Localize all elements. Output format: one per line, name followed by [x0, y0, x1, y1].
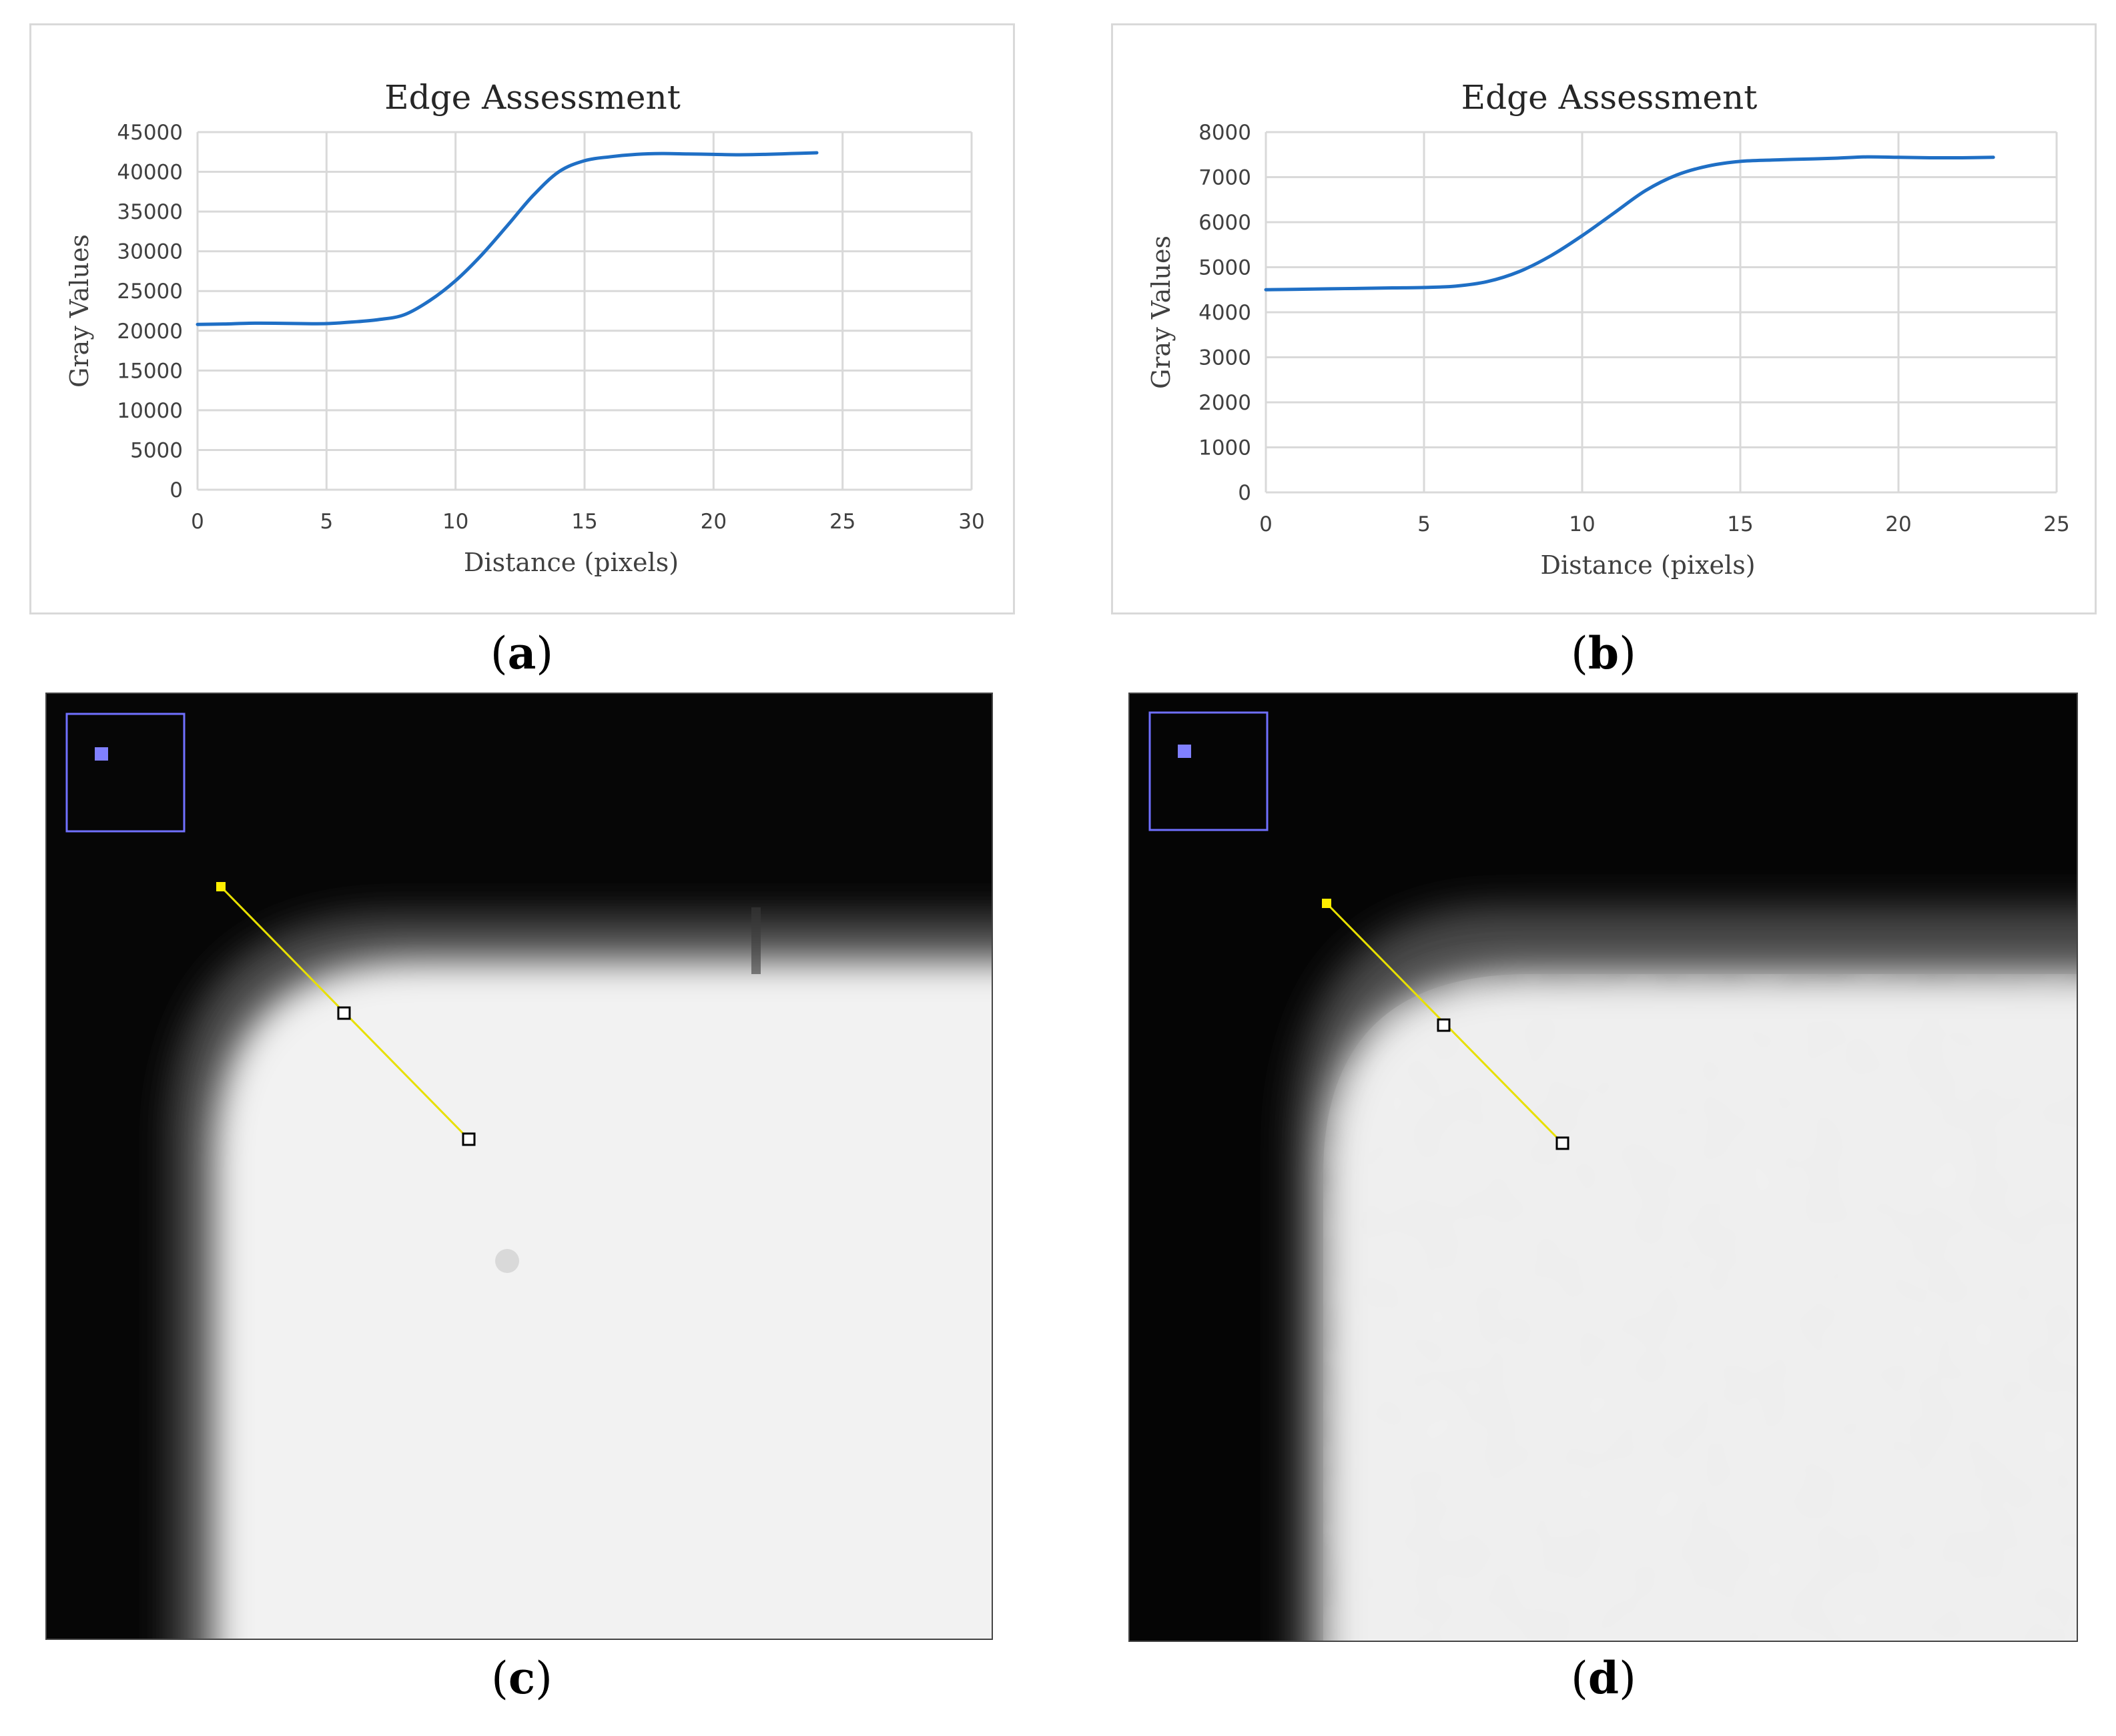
y-tick-label: 6000: [1198, 211, 1251, 235]
y-axis-label: Gray Values: [65, 234, 94, 388]
caption-b: (b): [1571, 627, 1636, 679]
image-c-svg: [47, 694, 992, 1639]
caption-d-letter: d: [1588, 1652, 1620, 1704]
profile-start-handle-d[interactable]: [1322, 899, 1331, 908]
image-d-svg: [1130, 694, 2077, 1641]
y-tick-label: 20000: [117, 320, 183, 344]
y-tick-label: 0: [1238, 481, 1251, 505]
y-tick-label: 40000: [117, 161, 183, 185]
y-tick-label: 30000: [117, 240, 183, 264]
profile-end-handle-c[interactable]: [462, 1132, 476, 1146]
x-tick-label: 20: [1885, 512, 1911, 536]
x-tick-label: 5: [1417, 512, 1431, 536]
y-tick-label: 5000: [130, 438, 183, 462]
y-tick-label: 5000: [1198, 256, 1251, 280]
roi-box-d: [1148, 711, 1269, 831]
image-d: [1128, 693, 2078, 1642]
series-line: [196, 151, 819, 326]
x-axis-label: Distance (pixels): [1540, 550, 1755, 580]
y-tick-label: 15000: [117, 359, 183, 383]
chart-b-svg: Edge Assessment 0 1000 2000 3000 4000 5000 6000…: [1146, 78, 2070, 580]
caption-b-letter: b: [1588, 627, 1620, 679]
caption-c: (c): [491, 1652, 553, 1704]
caption-d: (d): [1571, 1652, 1636, 1704]
x-tick-label: 25: [2043, 512, 2069, 536]
x-tick-label: 0: [1259, 512, 1273, 536]
x-tick-label: 20: [701, 510, 727, 534]
x-tick-label: 15: [1727, 512, 1753, 536]
y-tick-label: 10000: [117, 399, 183, 423]
x-tick-label: 5: [320, 510, 333, 534]
chart-a: Edge Assessment 0 5000 10000 15000 20000 25000…: [29, 23, 1015, 614]
chart-title: Edge Assessment: [1461, 78, 1758, 117]
image-c: [45, 693, 993, 1640]
caption-a: (a): [490, 627, 554, 679]
x-tick-label: 25: [829, 510, 855, 534]
series-line: [1264, 155, 1995, 292]
y-tick-label: 4000: [1198, 301, 1251, 325]
chart-b: Edge Assessment 0 1000 2000 3000 4000 5000 6000…: [1111, 23, 2097, 614]
chart-a-svg: Edge Assessment 0 5000 10000 15000 20000 25000…: [65, 78, 985, 577]
y-tick-label: 3000: [1198, 346, 1251, 370]
x-tick-label: 10: [1569, 512, 1595, 536]
y-tick-label: 0: [169, 478, 183, 502]
profile-end-handle-d[interactable]: [1555, 1136, 1569, 1150]
caption-a-letter: a: [507, 627, 537, 679]
roi-marker-d: [1178, 745, 1191, 758]
x-tick-label: 10: [442, 510, 468, 534]
y-axis-label: Gray Values: [1146, 236, 1176, 389]
roi-box-c: [65, 713, 186, 833]
x-tick-label: 15: [571, 510, 597, 534]
y-tick-label: 7000: [1198, 166, 1251, 190]
chart-title: Edge Assessment: [384, 78, 681, 117]
x-tick-label: 30: [958, 510, 984, 534]
profile-start-handle-c[interactable]: [216, 882, 226, 891]
y-tick-label: 8000: [1198, 121, 1251, 145]
y-tick-label: 35000: [117, 200, 183, 224]
profile-mid-handle-d[interactable]: [1437, 1018, 1451, 1032]
y-tick-label: 25000: [117, 280, 183, 304]
x-tick-label: 0: [191, 510, 204, 534]
profile-mid-handle-c[interactable]: [337, 1006, 351, 1020]
y-tick-label: 2000: [1198, 391, 1251, 415]
x-axis-label: Distance (pixels): [464, 548, 679, 577]
caption-c-letter: c: [508, 1652, 536, 1704]
y-tick-label: 1000: [1198, 436, 1251, 460]
y-tick-label: 45000: [117, 121, 183, 145]
roi-marker-c: [95, 747, 108, 761]
